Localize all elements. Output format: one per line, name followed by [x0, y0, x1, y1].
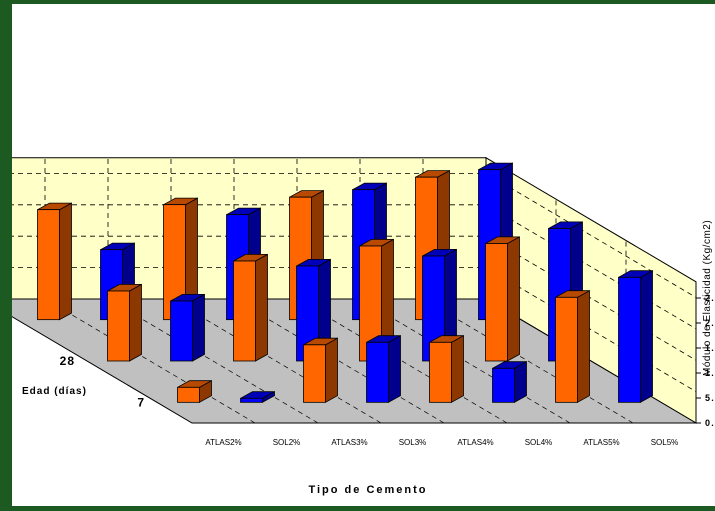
bar — [177, 380, 212, 403]
bar — [170, 293, 205, 362]
bar — [618, 270, 653, 403]
bar — [107, 283, 142, 362]
bar — [366, 335, 401, 403]
bar-side — [325, 337, 338, 403]
bar-side — [192, 293, 205, 362]
bar-front — [429, 341, 452, 403]
y-axis-title: Módulo de Elasticidad (Kg/cm2) — [702, 220, 713, 376]
x-tick-label: ATLAS3% — [331, 438, 367, 447]
bar — [429, 335, 464, 403]
bar-front — [618, 276, 641, 403]
y-tick-label: 5.00E+03 — [705, 393, 715, 403]
y-tick-label: 1.00E+04 — [705, 368, 715, 378]
floor-gridline — [170, 298, 382, 424]
x-tick-label: SOL4% — [525, 438, 553, 447]
bar-front — [177, 386, 200, 403]
bar-front — [485, 243, 508, 362]
bar-side — [129, 283, 142, 362]
bar-front — [366, 341, 389, 403]
depth-tick-label: 7 — [137, 395, 145, 409]
y-tick-label: 2.00E+04 — [705, 318, 715, 328]
x-axis-title: Tipo de Cemento — [308, 484, 427, 496]
bar — [422, 248, 457, 362]
bar-front — [240, 397, 263, 403]
bar-front — [555, 296, 578, 403]
x-tick-label: SOL3% — [399, 438, 427, 447]
bar-front — [37, 209, 60, 321]
bar — [240, 391, 275, 403]
x-tick-label: SOL2% — [273, 438, 301, 447]
floor-gridline — [296, 298, 508, 424]
bar — [163, 197, 198, 321]
bar — [485, 236, 520, 362]
bar-side — [255, 253, 268, 362]
x-tick-label: ATLAS4% — [457, 438, 493, 447]
bar-side — [59, 202, 72, 321]
bar-side — [640, 270, 653, 403]
bar-group — [37, 162, 653, 403]
bar-chart-3d: Tipo de Cemento Edad (días) Módulo de El… — [0, 156, 715, 496]
depth-axis-title: Edad (días) — [22, 386, 87, 397]
x-tick-label: ATLAS2% — [205, 438, 241, 447]
x-tick-label: ATLAS5% — [583, 438, 619, 447]
bar-front — [170, 300, 193, 362]
bar — [37, 202, 72, 321]
bar-front — [233, 260, 256, 362]
y-tick-label: 0.00E+00 — [705, 418, 715, 428]
bar-side — [451, 335, 464, 403]
bar-front — [107, 290, 130, 362]
bar-front — [303, 344, 326, 403]
x-tick-label: SOL5% — [651, 438, 679, 447]
bar-side — [577, 290, 590, 403]
floor-gridline — [107, 298, 319, 424]
chart-area: Tipo de Cemento Edad (días) Módulo de El… — [0, 4, 715, 506]
y-tick-label: 2.50E+04 — [705, 293, 715, 303]
y-tick-label: 1.50E+04 — [705, 343, 715, 353]
floor-gridline — [44, 298, 256, 424]
bar — [233, 253, 268, 362]
bar — [555, 290, 590, 403]
floor-gridline — [233, 298, 445, 424]
bar — [492, 361, 527, 403]
chart-labels: Tipo de Cemento Edad (días) Módulo de El… — [0, 220, 715, 496]
depth-tick-label: 28 — [60, 354, 75, 368]
bar — [296, 258, 331, 362]
bar — [359, 238, 394, 362]
bar-front — [492, 367, 515, 403]
bar-side — [507, 236, 520, 362]
bar-side — [388, 335, 401, 403]
bar-side — [514, 361, 527, 403]
bar — [303, 337, 338, 403]
floor-gridline — [359, 298, 571, 424]
floor-gridline — [422, 298, 634, 424]
